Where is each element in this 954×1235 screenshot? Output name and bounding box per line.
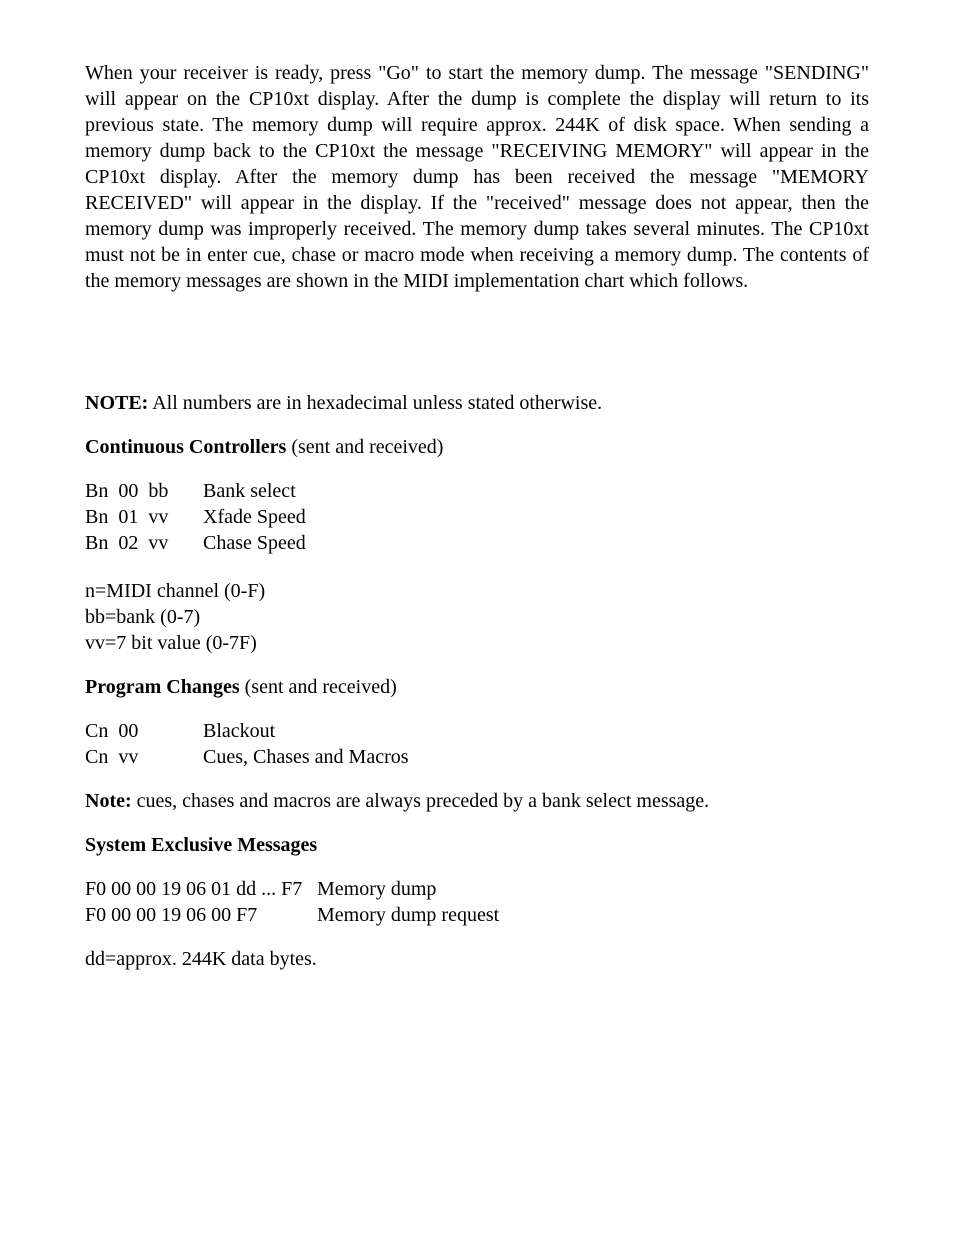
pc-code: Cn vv xyxy=(85,744,203,770)
sysex-heading-bold: System Exclusive Messages xyxy=(85,834,317,856)
legend-line: n=MIDI channel (0-F) xyxy=(85,578,869,604)
sysex-desc: Memory dump xyxy=(317,876,499,902)
cc-heading-rest: (sent and received) xyxy=(286,436,443,458)
cc-code: Bn 01 vv xyxy=(85,504,203,530)
pc-note: Note: cues, chases and macros are always… xyxy=(85,788,869,814)
pc-desc: Cues, Chases and Macros xyxy=(203,744,409,770)
cc-table: Bn 00 bbBank select Bn 01 vvXfade Speed … xyxy=(85,478,306,556)
note-line: NOTE: All numbers are in hexadecimal unl… xyxy=(85,390,869,416)
pc-heading-rest: (sent and received) xyxy=(240,676,397,698)
note-text: All numbers are in hexadecimal unless st… xyxy=(148,392,602,414)
cc-heading-bold: Continuous Controllers xyxy=(85,436,286,458)
cc-desc: Bank select xyxy=(203,478,306,504)
spacer xyxy=(85,316,869,372)
sysex-code: F0 00 00 19 06 00 F7 xyxy=(85,902,317,928)
intro-paragraph: When your receiver is ready, press "Go" … xyxy=(85,60,869,294)
table-row: F0 00 00 19 06 00 F7Memory dump request xyxy=(85,902,499,928)
sysex-code: F0 00 00 19 06 01 dd ... F7 xyxy=(85,876,317,902)
cc-desc: Chase Speed xyxy=(203,530,306,556)
sysex-table: F0 00 00 19 06 01 dd ... F7Memory dump F… xyxy=(85,876,499,928)
cc-desc: Xfade Speed xyxy=(203,504,306,530)
note-label: NOTE: xyxy=(85,392,148,414)
cc-legend: n=MIDI channel (0-F) bb=bank (0-7) vv=7 … xyxy=(85,578,869,656)
cc-code: Bn 02 vv xyxy=(85,530,203,556)
table-row: Cn vvCues, Chases and Macros xyxy=(85,744,409,770)
cc-code: Bn 00 bb xyxy=(85,478,203,504)
table-row: F0 00 00 19 06 01 dd ... F7Memory dump xyxy=(85,876,499,902)
table-row: Bn 02 vvChase Speed xyxy=(85,530,306,556)
pc-note-bold: Note: xyxy=(85,790,132,812)
document-page: When your receiver is ready, press "Go" … xyxy=(0,0,954,1050)
sysex-legend: dd=approx. 244K data bytes. xyxy=(85,946,869,972)
table-row: Cn 00Blackout xyxy=(85,718,409,744)
pc-desc: Blackout xyxy=(203,718,409,744)
sysex-desc: Memory dump request xyxy=(317,902,499,928)
legend-line: bb=bank (0-7) xyxy=(85,604,869,630)
table-row: Bn 00 bbBank select xyxy=(85,478,306,504)
legend-line: vv=7 bit value (0-7F) xyxy=(85,630,869,656)
pc-code: Cn 00 xyxy=(85,718,203,744)
pc-table: Cn 00Blackout Cn vvCues, Chases and Macr… xyxy=(85,718,409,770)
pc-heading-bold: Program Changes xyxy=(85,676,240,698)
cc-heading: Continuous Controllers (sent and receive… xyxy=(85,434,869,460)
sysex-heading: System Exclusive Messages xyxy=(85,832,869,858)
pc-heading: Program Changes (sent and received) xyxy=(85,674,869,700)
pc-note-rest: cues, chases and macros are always prece… xyxy=(132,790,710,812)
table-row: Bn 01 vvXfade Speed xyxy=(85,504,306,530)
